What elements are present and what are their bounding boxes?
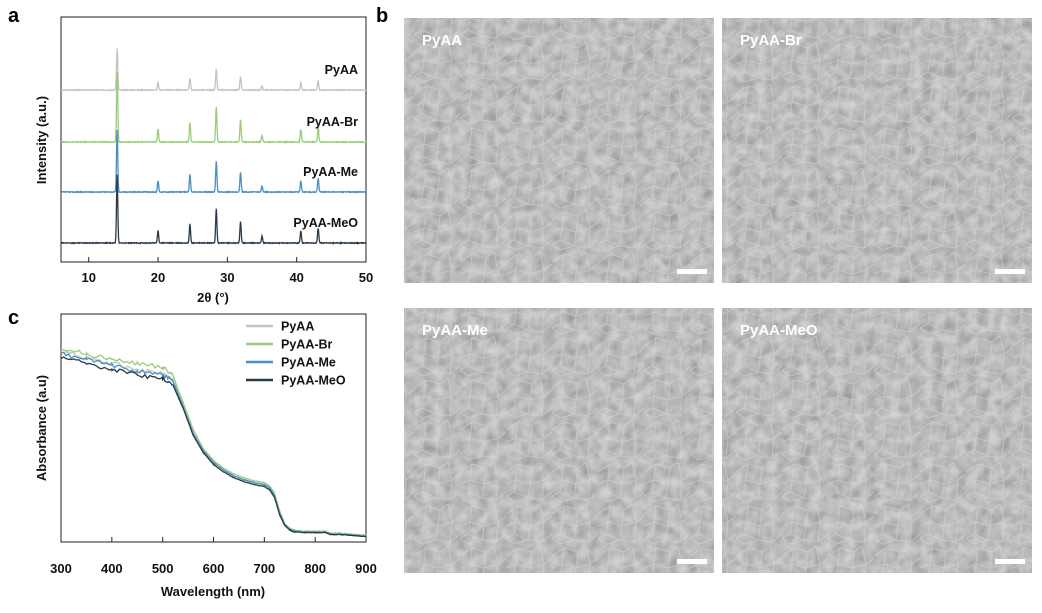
xrd-x-tick-label: 30 xyxy=(220,270,234,285)
absorbance-chart: 300 400 500 600 700 800 900 PyAA PyAA-Br PyAA-Me… xyxy=(34,313,377,599)
abs-x-axis-title: Wavelength (nm) xyxy=(161,584,265,599)
xrd-line-pyaa-br xyxy=(60,72,367,144)
xrd-x-tick-label: 10 xyxy=(81,270,95,285)
legend-label-pyaa-br: PyAA-Br xyxy=(281,338,333,352)
xrd-x-axis-title: 2θ (°) xyxy=(197,290,229,305)
sem-label: PyAA-MeO xyxy=(740,322,818,339)
xrd-label-pyaa-me: PyAA-Me xyxy=(303,165,358,179)
scale-bar xyxy=(995,559,1025,564)
scale-bar xyxy=(677,269,707,274)
sem-image-pyaa-me: PyAA-Me xyxy=(404,308,714,573)
panel-letter-b: b xyxy=(376,5,388,27)
xrd-series-labels: PyAA PyAA-Br PyAA-Me PyAA-MeO xyxy=(293,63,358,230)
panel-letter-c: c xyxy=(8,307,19,329)
sem-label: PyAA xyxy=(422,32,462,49)
sem-grain-boundaries xyxy=(722,18,1032,283)
abs-line-pyaa-meo xyxy=(60,356,367,538)
sem-image-grid: PyAA PyAA-Br PyAA-Me PyAA-MeO xyxy=(404,18,1032,573)
sem-label: PyAA-Me xyxy=(422,322,488,339)
panel-letter-a: a xyxy=(8,5,20,27)
sem-grain-boundaries xyxy=(404,308,714,573)
xrd-chart: PyAA PyAA-Br PyAA-Me PyAA-MeO 10 20 30 40 50 2θ… xyxy=(34,16,373,305)
abs-x-tick-label: 300 xyxy=(50,561,72,576)
abs-x-tick-label: 400 xyxy=(101,561,123,576)
xrd-line-pyaa-meo xyxy=(60,174,367,245)
abs-legend: PyAA PyAA-Br PyAA-Me PyAA-MeO xyxy=(246,320,346,388)
legend-label-pyaa: PyAA xyxy=(281,320,314,334)
xrd-line-pyaa xyxy=(60,48,367,92)
xrd-x-tick-label: 50 xyxy=(359,270,373,285)
sem-grain-boundaries xyxy=(722,308,1032,573)
xrd-x-tick-label: 20 xyxy=(151,270,165,285)
scale-bar xyxy=(995,269,1025,274)
xrd-series-group xyxy=(60,48,367,245)
legend-label-pyaa-meo: PyAA-MeO xyxy=(281,374,346,388)
xrd-line-pyaa-me xyxy=(60,129,367,194)
sem-image-pyaa: PyAA xyxy=(404,18,714,283)
abs-x-tick-label: 500 xyxy=(152,561,174,576)
xrd-x-tick-label: 40 xyxy=(289,270,303,285)
abs-line-pyaa-br xyxy=(60,348,367,536)
scale-bar xyxy=(677,559,707,564)
xrd-label-pyaa-meo: PyAA-MeO xyxy=(293,216,358,230)
sem-label: PyAA-Br xyxy=(740,32,802,49)
sem-image-pyaa-br: PyAA-Br xyxy=(722,18,1032,283)
legend-label-pyaa-me: PyAA-Me xyxy=(281,356,336,370)
abs-y-axis-title: Absorbance (a.u) xyxy=(34,375,49,481)
abs-x-tick-label: 600 xyxy=(203,561,225,576)
abs-series-group xyxy=(60,348,367,538)
xrd-label-pyaa-br: PyAA-Br xyxy=(307,115,359,129)
sem-image-pyaa-meo: PyAA-MeO xyxy=(722,308,1032,573)
xrd-y-axis-title: Intensity (a.u.) xyxy=(34,96,49,184)
abs-x-tick-label: 800 xyxy=(304,561,326,576)
abs-x-tick-label: 700 xyxy=(253,561,275,576)
abs-x-tick-label: 900 xyxy=(355,561,377,576)
xrd-x-axis: 10 20 30 40 50 xyxy=(81,257,373,285)
xrd-plot-frame xyxy=(60,16,367,263)
xrd-label-pyaa: PyAA xyxy=(325,63,358,77)
sem-grain-boundaries xyxy=(404,18,714,283)
abs-x-axis: 300 400 500 600 700 800 900 xyxy=(50,537,377,576)
